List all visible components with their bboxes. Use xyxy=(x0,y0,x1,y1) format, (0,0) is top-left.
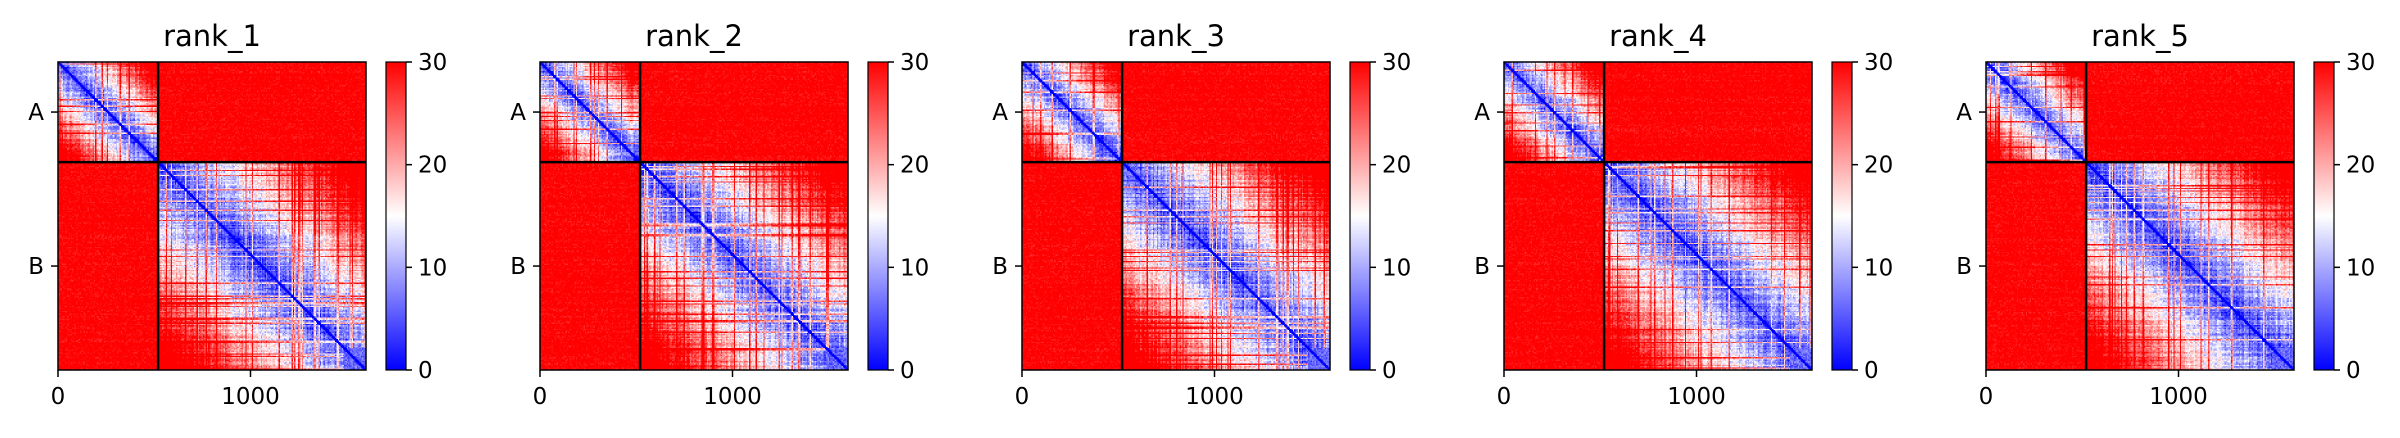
colorbar-tick-label: 30 xyxy=(1382,50,1411,76)
x-tick-label: 1000 xyxy=(703,384,762,410)
y-tick-label: B xyxy=(1474,254,1490,280)
colorbar-tick-label: 30 xyxy=(1864,50,1893,76)
axes-frame xyxy=(1985,61,2295,371)
colorbar-tick-label: 20 xyxy=(900,153,929,179)
colorbar-tick-label: 10 xyxy=(1382,255,1411,281)
heatmap-image xyxy=(1986,62,2294,370)
y-tick-label: B xyxy=(992,254,1008,280)
y-tick-label: A xyxy=(510,100,526,126)
y-tick-label: A xyxy=(1956,100,1972,126)
x-tick-label: 1000 xyxy=(221,384,280,410)
colorbar-tick-label: 30 xyxy=(900,50,929,76)
colorbar-tick-label: 10 xyxy=(900,255,929,281)
heatmap-image xyxy=(1022,62,1330,370)
x-tick-label: 0 xyxy=(1979,384,1994,410)
panel-title: rank_2 xyxy=(645,19,743,53)
colorbar-tick-label: 10 xyxy=(1864,255,1893,281)
x-tick-label: 0 xyxy=(533,384,548,410)
x-tick-label: 1000 xyxy=(2149,384,2208,410)
axes-frame xyxy=(1503,61,1813,371)
x-tick-label: 0 xyxy=(1497,384,1512,410)
colorbar-tick-label: 0 xyxy=(2346,358,2361,384)
colorbar-tick-label: 20 xyxy=(418,153,447,179)
y-tick-label: B xyxy=(1956,254,1972,280)
x-tick-label: 0 xyxy=(51,384,66,410)
colorbar xyxy=(1349,61,1371,371)
y-tick-label: B xyxy=(28,254,44,280)
axes-frame xyxy=(1021,61,1331,371)
heatmap-panel-5: rank_5 0 1000 A B 0 10 20 30 xyxy=(1956,19,2375,410)
x-tick-label: 0 xyxy=(1015,384,1030,410)
heatmap-panel-1: rank_1 0 1000 A B 0 10 20 30 xyxy=(28,19,447,410)
colorbar-tick-label: 20 xyxy=(2346,153,2375,179)
panel-title: rank_1 xyxy=(163,19,261,53)
heatmap-panel-4: rank_4 0 1000 A B 0 10 20 30 xyxy=(1474,19,1893,410)
axes-frame xyxy=(57,61,367,371)
colorbar xyxy=(867,61,889,371)
colorbar-tick-label: 10 xyxy=(418,255,447,281)
colorbar-tick-label: 30 xyxy=(2346,50,2375,76)
axes-frame xyxy=(539,61,849,371)
colorbar-tick-label: 10 xyxy=(2346,255,2375,281)
x-tick-label: 1000 xyxy=(1667,384,1726,410)
y-tick-label: A xyxy=(1474,100,1490,126)
colorbar xyxy=(1831,61,1853,371)
colorbar-tick-label: 20 xyxy=(1864,153,1893,179)
colorbar-tick-label: 0 xyxy=(900,358,915,384)
colorbar xyxy=(2313,61,2335,371)
heatmap-image xyxy=(540,62,848,370)
x-tick-label: 1000 xyxy=(1185,384,1244,410)
panel-title: rank_5 xyxy=(2091,19,2189,53)
colorbar-tick-label: 0 xyxy=(1382,358,1397,384)
colorbar-tick-label: 30 xyxy=(418,50,447,76)
colorbar-tick-label: 0 xyxy=(1864,358,1879,384)
y-tick-label: B xyxy=(510,254,526,280)
panel-title: rank_4 xyxy=(1609,19,1707,53)
heatmap-panel-2: rank_2 0 1000 A B 0 10 20 30 xyxy=(510,19,929,410)
colorbar xyxy=(385,61,407,371)
heatmap-image xyxy=(58,62,366,370)
panel-title: rank_3 xyxy=(1127,19,1225,53)
colorbar-tick-label: 20 xyxy=(1382,153,1411,179)
heatmap-panel-3: rank_3 0 1000 A B 0 10 20 30 xyxy=(992,19,1411,410)
colorbar-tick-label: 0 xyxy=(418,358,433,384)
heatmap-image xyxy=(1504,62,1812,370)
y-tick-label: A xyxy=(992,100,1008,126)
y-tick-label: A xyxy=(28,100,44,126)
